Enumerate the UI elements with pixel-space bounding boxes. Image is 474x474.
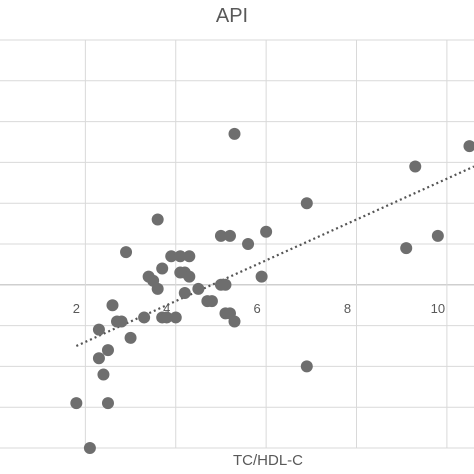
data-point — [223, 229, 236, 242]
data-point — [101, 397, 114, 410]
data-point — [101, 344, 114, 357]
data-point — [165, 250, 178, 263]
data-point — [260, 225, 273, 238]
data-point — [192, 282, 205, 295]
data-point — [242, 238, 255, 250]
data-point — [228, 127, 241, 140]
data-points — [70, 127, 474, 454]
data-point — [463, 140, 474, 153]
gridlines — [0, 39, 474, 449]
data-point — [255, 270, 268, 283]
data-point — [174, 250, 187, 263]
data-point — [138, 311, 151, 324]
data-point — [151, 282, 164, 295]
data-point — [300, 197, 313, 210]
data-point — [83, 442, 96, 454]
data-point — [409, 160, 422, 173]
data-point — [124, 331, 137, 344]
data-point — [205, 295, 218, 308]
data-point — [160, 311, 173, 324]
x-tick-labels: 2 4 6 8 10 — [73, 301, 445, 316]
data-point — [169, 311, 182, 324]
data-point — [400, 242, 413, 255]
data-point — [183, 270, 196, 283]
data-point — [92, 352, 105, 365]
x-tick-label: 6 — [254, 301, 261, 316]
data-point — [151, 213, 164, 226]
x-tick-label: 8 — [344, 301, 351, 316]
data-point — [97, 368, 110, 381]
x-tick-label: 2 — [73, 301, 80, 316]
data-point — [219, 278, 232, 291]
data-point — [70, 397, 83, 410]
x-axis-label: TC/HDL-C — [233, 452, 303, 469]
data-point — [156, 262, 169, 275]
data-point — [214, 229, 227, 242]
data-point — [183, 250, 196, 263]
data-point — [92, 323, 105, 336]
data-point — [120, 246, 133, 259]
x-tick-label: 4 — [163, 301, 170, 316]
data-point — [115, 315, 128, 328]
data-point — [431, 229, 444, 242]
chart-title: API — [216, 5, 248, 27]
x-tick-label: 10 — [431, 301, 445, 316]
data-point — [106, 299, 119, 312]
data-point — [228, 315, 241, 328]
trendline-group — [75, 165, 474, 348]
data-point — [178, 286, 191, 299]
trendline — [75, 165, 474, 348]
data-point — [300, 360, 313, 373]
